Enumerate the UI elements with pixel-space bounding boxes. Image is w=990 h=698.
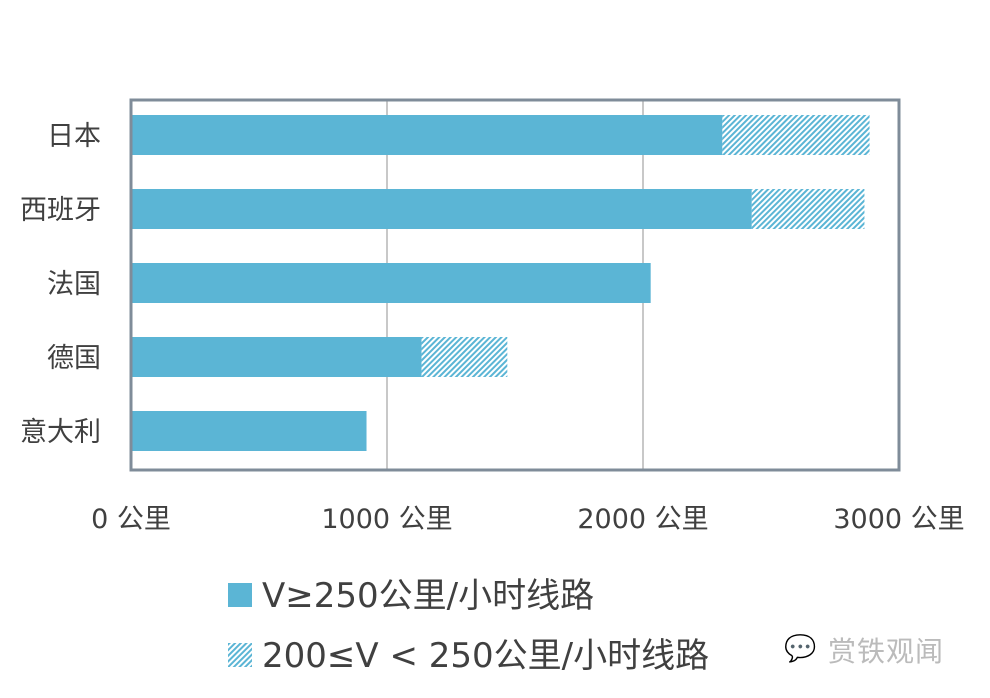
x-tick-label: 3000 公里: [833, 504, 964, 535]
bar-v250: [131, 263, 651, 303]
bar-v250: [131, 337, 422, 377]
x-tick-label: 0 公里: [91, 504, 171, 535]
bar-v200-250: [421, 337, 508, 377]
y-category-label: 法国: [47, 269, 101, 300]
legend-label: V≥250公里/小时线路: [262, 576, 594, 616]
x-tick-label: 1000 公里: [321, 504, 452, 535]
bar-v250: [131, 115, 723, 155]
bar-v200-250: [751, 189, 865, 229]
y-category-label: 西班牙: [20, 195, 101, 226]
wechat-icon: 💬: [784, 634, 817, 664]
x-tick-label: 2000 公里: [577, 504, 708, 535]
legend-swatch: [228, 583, 252, 607]
y-category-label: 德国: [47, 343, 101, 374]
y-category-label: 日本: [47, 121, 101, 152]
y-category-label: 意大利: [20, 417, 101, 448]
watermark: 赏铁观闻: [828, 635, 945, 668]
bar-v250: [131, 189, 752, 229]
bar-v250: [131, 411, 367, 451]
plot-frame: [129, 98, 901, 472]
legend-swatch: [228, 643, 252, 667]
bar-v200-250: [722, 115, 870, 155]
legend-label: 200≤V < 250公里/小时线路: [262, 636, 709, 676]
